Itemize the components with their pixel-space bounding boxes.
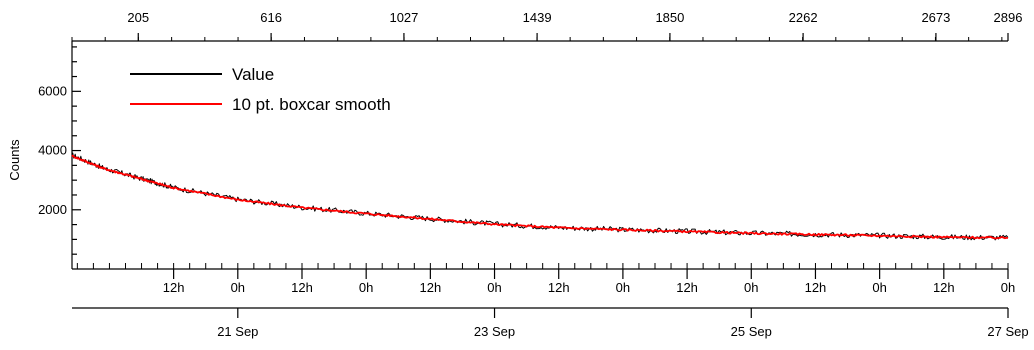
y-tick-label: 6000 <box>38 83 67 98</box>
y-axis-label: Counts <box>7 139 22 181</box>
top-tick-label: 2673 <box>921 10 950 25</box>
hour-tick-label: 12h <box>291 280 313 295</box>
y-tick-label: 4000 <box>38 143 67 158</box>
hour-tick-label: 0h <box>872 280 886 295</box>
top-tick-label: 1027 <box>389 10 418 25</box>
y-tick-label: 2000 <box>38 202 67 217</box>
date-tick-label: 25 Sep <box>731 324 772 339</box>
legend-label: 10 pt. boxcar smooth <box>232 95 391 114</box>
hour-tick-label: 0h <box>231 280 245 295</box>
top-tick-label: 205 <box>127 10 149 25</box>
date-tick-label: 23 Sep <box>474 324 515 339</box>
date-tick-label: 21 Sep <box>217 324 258 339</box>
series-smooth-line <box>71 154 1008 240</box>
hour-tick-label: 12h <box>676 280 698 295</box>
date-tick-label: 27 Sep <box>987 324 1028 339</box>
legend-label: Value <box>232 65 274 84</box>
top-tick-label: 2896 <box>994 10 1023 25</box>
hour-tick-label: 0h <box>1001 280 1015 295</box>
top-tick-label: 616 <box>260 10 282 25</box>
hour-tick-label: 0h <box>487 280 501 295</box>
hour-tick-label: 0h <box>744 280 758 295</box>
hour-tick-label: 12h <box>163 280 185 295</box>
top-tick-label: 1850 <box>655 10 684 25</box>
top-tick-label: 2262 <box>789 10 818 25</box>
hour-tick-label: 12h <box>805 280 827 295</box>
hour-tick-label: 12h <box>548 280 570 295</box>
hour-tick-label: 12h <box>933 280 955 295</box>
hour-tick-label: 0h <box>616 280 630 295</box>
hour-tick-label: 0h <box>359 280 373 295</box>
top-tick-label: 1439 <box>523 10 552 25</box>
hour-tick-label: 12h <box>420 280 442 295</box>
